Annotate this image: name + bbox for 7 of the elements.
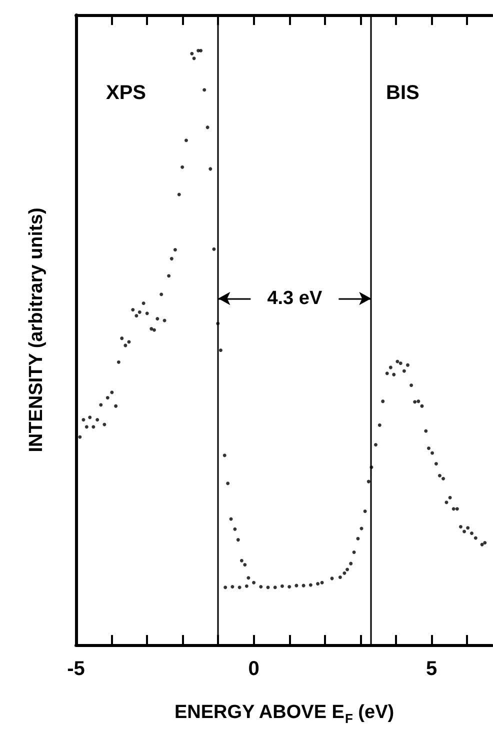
- x-tick-label: 0: [248, 658, 260, 680]
- annotation: XPS: [106, 82, 146, 104]
- x-tick-label: 5: [426, 658, 438, 680]
- annotation: BIS: [386, 82, 420, 104]
- y-axis-title: INTENSITY (arbitrary units): [26, 208, 47, 452]
- annotation: 4.3 eV: [267, 288, 322, 309]
- x-tick-label: -5: [67, 658, 85, 680]
